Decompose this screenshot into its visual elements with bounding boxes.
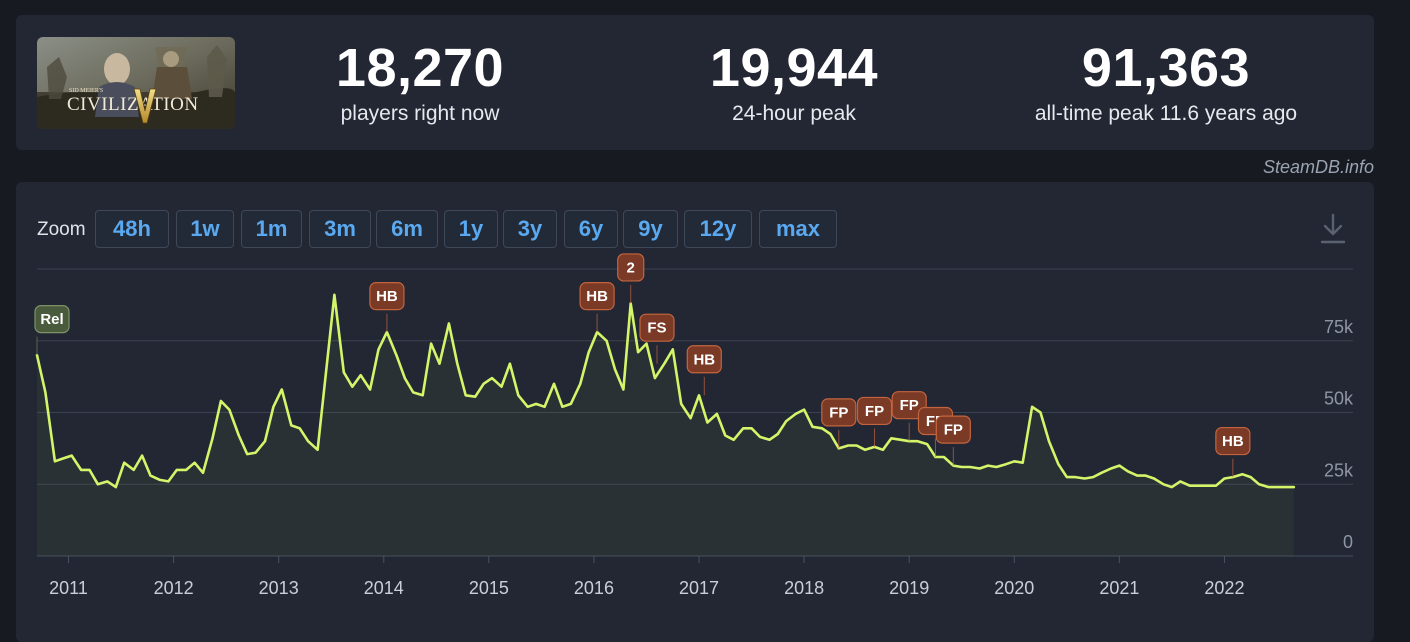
x-tick-label: 2017: [679, 578, 719, 598]
annotation-label: HB: [693, 351, 715, 368]
download-icon: [1320, 213, 1346, 244]
download-chart-button[interactable]: [1318, 212, 1348, 246]
annotation-badge: [1215, 426, 1251, 456]
series-area: [37, 294, 1294, 556]
annotation-flag-hb: HB: [1215, 426, 1251, 478]
zoom-3y-button[interactable]: 3y: [503, 210, 557, 248]
game-title-text: CIVILIZATION: [67, 94, 199, 115]
annotation-flag-hb: HB: [579, 282, 615, 333]
annotation-label: HB: [1222, 433, 1244, 450]
x-tick-label: 2015: [469, 578, 509, 598]
annotation-badge: [579, 282, 615, 311]
x-tick-label: 2012: [154, 578, 194, 598]
annotation-badge: [369, 282, 405, 311]
alltime-peak-value: 91,363: [1081, 38, 1251, 98]
peak-24h-label: 24-hour peak: [732, 102, 856, 125]
annotation-label: Rel: [40, 311, 63, 328]
x-tick-label: 2013: [259, 578, 299, 598]
game-subtitle-text: SID MEIER'S: [69, 88, 103, 94]
annotation-flag-hb: HB: [369, 282, 405, 333]
chart-card: Zoom 48h 1w 1m 3m 6m 1y 3y 6y 9y 12y max…: [16, 182, 1374, 642]
steamdb-attribution[interactable]: SteamDB.info: [1262, 157, 1374, 177]
y-tick-label: 75k: [1324, 317, 1354, 337]
x-axis-ticks: 2011 2012 2013 2014 2015 2016 2017 2018 2019 2020…: [49, 556, 1244, 598]
chart-line-layer: [35, 293, 1296, 489]
current-players-label: players right now: [340, 102, 500, 125]
annotation-label: FS: [647, 320, 666, 337]
annotation-flag-fp: FP: [821, 398, 857, 449]
annotation-label: HB: [586, 288, 608, 305]
y-tick-label: 50k: [1324, 389, 1354, 409]
annotation-flag-2: 2: [617, 253, 645, 304]
annotation-badge: [891, 391, 927, 420]
y-tick-label: 25k: [1324, 460, 1354, 480]
annotation-flag-fp: FP: [935, 415, 971, 466]
annotation-flag-fp: FP: [856, 396, 893, 447]
y-axis-ticks: 0 25k 50k 75k: [1324, 317, 1354, 552]
zoom-1m-button[interactable]: 1m: [241, 210, 302, 248]
annotation-label: 2: [627, 259, 635, 276]
x-tick-label: 2016: [574, 578, 614, 598]
zoom-label: Zoom: [37, 219, 86, 240]
game-thumbnail[interactable]: SID MEIER'S CIVILIZATION: [37, 37, 235, 129]
annotation-label: HB: [376, 288, 398, 305]
annotation-badge: [34, 304, 70, 334]
zoom-9y-button[interactable]: 9y: [623, 210, 678, 248]
alltime-peak-label: all-time peak 11.6 years ago: [1034, 102, 1298, 125]
annotation-badge: [617, 253, 645, 282]
annotation-label: FP: [900, 397, 919, 414]
stat-current-players: 18,270 players right now: [315, 37, 525, 127]
x-tick-label: 2022: [1204, 578, 1244, 598]
y-tick-label: 0: [1343, 532, 1353, 552]
player-count-series-line: [35, 293, 1296, 489]
roman-numeral-v-emblem: [133, 88, 157, 124]
x-tick-label: 2021: [1099, 578, 1139, 598]
x-tick-label: 2020: [994, 578, 1034, 598]
zoom-3m-button[interactable]: 3m: [309, 210, 371, 248]
zoom-1w-button[interactable]: 1w: [176, 210, 234, 248]
zoom-6y-button[interactable]: 6y: [564, 210, 618, 248]
x-tick-label: 2018: [784, 578, 824, 598]
chart-grid: [37, 268, 1353, 557]
chart-area-fill: [37, 294, 1294, 556]
annotation-flag-fp: FP: [891, 391, 927, 442]
stats-card: SID MEIER'S CIVILIZATION 18,270 players …: [16, 15, 1374, 150]
annotation-label: FP: [829, 404, 848, 421]
annotation-badge: [639, 313, 675, 342]
game-cover-image: SID MEIER'S CIVILIZATION: [37, 37, 235, 129]
zoom-max-button[interactable]: max: [759, 210, 837, 248]
stat-24h-peak: 19,944 24-hour peak: [684, 37, 904, 127]
x-tick-label: 2014: [364, 578, 404, 598]
annotation-badge: [856, 396, 893, 426]
x-tick-label: 2011: [49, 578, 88, 598]
x-tick-label: 2019: [889, 578, 929, 598]
zoom-6m-button[interactable]: 6m: [376, 210, 438, 248]
stat-alltime-peak: 91,363 all-time peak 11.6 years ago: [1016, 37, 1316, 127]
annotation-badge: [686, 345, 722, 374]
zoom-1y-button[interactable]: 1y: [444, 210, 498, 248]
current-players-value: 18,270: [335, 38, 505, 98]
peak-24h-value: 19,944: [709, 38, 879, 98]
zoom-48h-button[interactable]: 48h: [95, 210, 169, 248]
annotation-label: FP: [865, 403, 884, 420]
zoom-12y-button[interactable]: 12y: [684, 210, 752, 248]
annotation-flag-hb: HB: [686, 345, 722, 396]
annotation-flag-rel: Rel: [34, 304, 70, 356]
annotation-badge: [821, 398, 857, 427]
annotation-flag-fs: FS: [639, 313, 675, 364]
annotation-badge: [935, 415, 971, 444]
annotation-label: FP: [944, 422, 963, 439]
